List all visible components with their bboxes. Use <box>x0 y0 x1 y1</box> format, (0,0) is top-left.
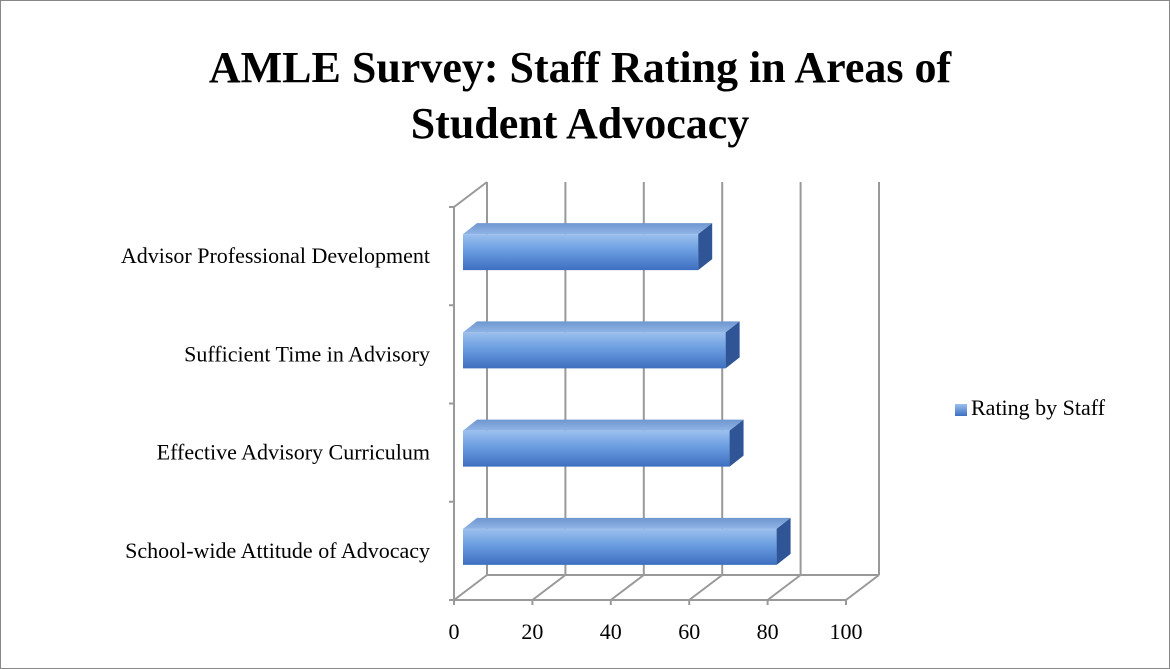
grid-line <box>531 574 567 601</box>
legend-label: Rating by Staff <box>971 395 1106 420</box>
bar <box>463 528 777 565</box>
bar-side <box>776 517 791 565</box>
grid-line <box>610 574 645 601</box>
x-tick-label: 40 <box>600 619 622 644</box>
bar-side <box>725 321 740 369</box>
bar <box>463 332 726 369</box>
y-tick-label: Effective Advisory Curriculum <box>157 440 430 465</box>
x-tick-label: 100 <box>830 619 863 644</box>
y-tick-label: Advisor Professional Development <box>121 243 430 268</box>
grid-line <box>766 574 802 601</box>
bar-top <box>463 419 744 431</box>
chart-title: AMLE Survey: Staff Rating in Areas of <box>209 43 953 92</box>
bar-top <box>463 517 791 529</box>
chart-title: Student Advocacy <box>411 99 750 148</box>
bar-top <box>463 321 740 333</box>
x-tick-label: 20 <box>521 619 543 644</box>
grid-line <box>453 574 488 601</box>
bar-top <box>463 223 713 235</box>
x-tick-label: 0 <box>449 619 460 644</box>
bar <box>463 234 699 271</box>
x-tick-label: 80 <box>757 619 779 644</box>
y-tick-label: School-wide Attitude of Advocacy <box>125 538 430 563</box>
legend-swatch <box>955 404 967 416</box>
grid-line <box>845 574 880 601</box>
x-tick-label: 60 <box>678 619 700 644</box>
wall-edge <box>453 181 488 208</box>
bar-side <box>698 223 713 271</box>
bar <box>463 430 730 467</box>
y-tick-label: Sufficient Time in Advisory <box>184 341 430 366</box>
bar-side <box>729 419 744 467</box>
grid-line <box>688 574 723 601</box>
